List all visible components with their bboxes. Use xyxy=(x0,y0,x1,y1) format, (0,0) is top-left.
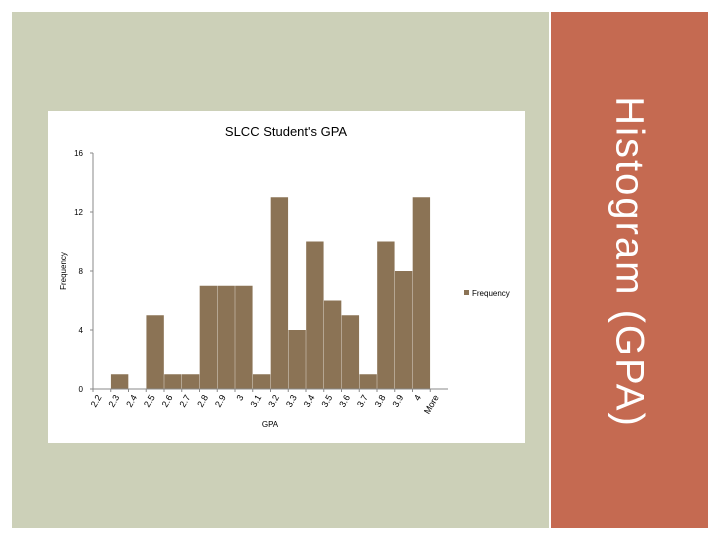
title-panel xyxy=(551,12,708,528)
bar-3.3 xyxy=(288,330,306,389)
x-tick-label: 3.3 xyxy=(284,393,299,409)
x-tick-label: 2.7 xyxy=(177,393,192,409)
y-tick-label: 4 xyxy=(79,326,84,335)
y-tick-label: 8 xyxy=(79,267,84,276)
chart-canvas: SLCC Student's GPA Frequency GPA 0 4 8 12 16… xyxy=(59,124,510,429)
bar-3.8 xyxy=(377,241,395,389)
x-tick-label: 3.8 xyxy=(373,393,388,409)
y-tick-label: 16 xyxy=(74,149,83,158)
x-tick-label: 3.2 xyxy=(266,393,281,409)
x-tick-label: 2.2 xyxy=(89,393,104,409)
legend-swatch xyxy=(464,290,469,295)
y-tick-label: 0 xyxy=(79,385,84,394)
bars-group xyxy=(110,197,431,389)
y-axis-label: Frequency xyxy=(59,252,68,290)
x-axis-label: GPA xyxy=(262,420,279,429)
x-tick-label: 2.8 xyxy=(195,393,210,409)
x-tick-label: More xyxy=(422,393,441,416)
x-tick-label: 4 xyxy=(412,393,423,402)
bar-2.7 xyxy=(181,374,200,389)
bar-2.3 xyxy=(110,374,129,389)
bar-3.1 xyxy=(252,374,271,389)
panel-divider xyxy=(549,12,551,528)
bar-3.2 xyxy=(270,197,289,389)
x-tick-label: 3.9 xyxy=(390,393,405,409)
x-tick-label: 2.3 xyxy=(106,393,121,409)
y-tick-label: 12 xyxy=(74,208,83,217)
bar-3.9 xyxy=(394,271,413,389)
legend: Frequency xyxy=(464,289,510,298)
bar-3.5 xyxy=(323,300,342,389)
x-tick-label: 2.5 xyxy=(142,393,157,409)
bar-2.5 xyxy=(146,315,164,389)
bar-2.6 xyxy=(164,374,182,389)
bar-3.7 xyxy=(359,374,377,389)
legend-label: Frequency xyxy=(472,289,510,298)
bar-3.4 xyxy=(306,241,324,389)
bar-3 xyxy=(235,285,253,389)
x-tick-label: 3 xyxy=(234,393,245,402)
chart-title: SLCC Student's GPA xyxy=(225,124,348,139)
x-tick-label: 3.5 xyxy=(319,393,334,409)
bar-2.9 xyxy=(217,285,235,389)
x-tick-label: 3.7 xyxy=(355,393,370,409)
bar-4 xyxy=(412,197,431,389)
x-tick-label: 3.1 xyxy=(248,393,263,409)
bar-3.6 xyxy=(341,315,360,389)
x-tick-label: 2.9 xyxy=(213,393,228,409)
slide-title: Histogram (GPA) xyxy=(607,96,652,428)
x-tick-label: 2.4 xyxy=(124,393,139,409)
x-tick-label: 2.6 xyxy=(160,393,175,409)
x-tick-label: 3.6 xyxy=(337,393,352,409)
bar-2.8 xyxy=(199,285,218,389)
x-tick-label: 3.4 xyxy=(302,393,317,409)
histogram-chart: SLCC Student's GPA Frequency GPA 0 4 8 12 16… xyxy=(48,111,525,443)
